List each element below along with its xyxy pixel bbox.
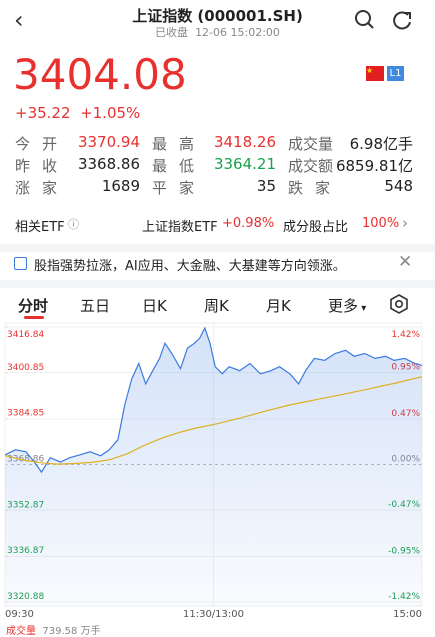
intraday-chart: 1.42%0.95%0.47%0.00%-0.47%-0.95%-1.42%34… xyxy=(4,322,423,620)
change: +35.22 +1.05% xyxy=(15,104,140,122)
price-line xyxy=(4,326,423,474)
search-icon xyxy=(367,22,374,29)
stat-value: 3364.21 xyxy=(213,155,276,173)
change-percent: +1.05% xyxy=(80,104,141,122)
footer: 成交量 739.58 万手 xyxy=(6,622,101,637)
stat-label: 最高 xyxy=(152,135,207,153)
y-tick-label: 3384.85 xyxy=(7,409,44,419)
y-tick-label: 3416.84 xyxy=(7,330,44,340)
tab[interactable]: 分时 xyxy=(18,297,49,315)
weight: 100% xyxy=(362,216,400,231)
footer-label: 成交量 xyxy=(6,626,36,637)
subtitle: 已收盘 12-06 15:02:00 xyxy=(0,24,435,40)
info-icon: ⓘ xyxy=(68,218,79,231)
refresh-icon xyxy=(404,12,411,19)
stat-value: 6.98亿手 xyxy=(349,135,413,153)
y2-tick-label: 1.42% xyxy=(391,330,420,340)
etf-label: 相关ETF xyxy=(15,220,65,235)
chevron: › xyxy=(402,214,408,232)
tab-underline xyxy=(24,316,44,319)
flag: ★ xyxy=(366,66,384,81)
back-button[interactable]: ‹ xyxy=(14,6,24,34)
footer-value: 739.58 xyxy=(42,626,78,637)
news[interactable]: 股指强势拉涨，AI应用、大金融、大基建等方向领涨。 xyxy=(34,259,346,274)
stat-label: 成交量 xyxy=(288,135,334,153)
y-tick-label: 3400.85 xyxy=(7,363,44,373)
x-tick-label: 09:30 xyxy=(5,609,34,620)
title: 上证指数 (000001.SH) xyxy=(132,7,303,25)
price: 3404.08 xyxy=(13,50,187,99)
tab[interactable]: 五日 xyxy=(80,297,111,315)
stat-label: 涨家 xyxy=(15,179,70,197)
divider xyxy=(0,280,435,288)
refresh-icon[interactable] xyxy=(393,11,411,30)
tab[interactable]: 更多 ▾ xyxy=(328,297,367,315)
weight-label: 成分股占比 xyxy=(283,220,349,235)
stat-label: 成交额 xyxy=(288,157,334,175)
stat-label: 跌家 xyxy=(288,179,343,197)
x-tick-label: 11:30/13:00 xyxy=(183,609,244,620)
divider xyxy=(0,244,435,252)
close-button[interactable]: ✕ xyxy=(398,252,413,272)
header-icons[interactable] xyxy=(354,9,414,31)
settings-icon[interactable] xyxy=(389,294,409,314)
badge: L1 xyxy=(387,66,404,81)
change-value: +35.22 xyxy=(15,104,71,122)
stat-value: 3368.86 xyxy=(77,155,140,173)
stat-label: 今开 xyxy=(15,135,70,153)
dropdown-caret: ▾ xyxy=(358,303,367,314)
time: 12-06 15:02:00 xyxy=(195,26,280,39)
search-icon[interactable] xyxy=(355,10,371,26)
news-icon xyxy=(14,257,27,270)
price-area xyxy=(5,328,422,606)
stat-value: 6859.81亿 xyxy=(335,157,413,175)
status: 已收盘 xyxy=(155,26,189,39)
stat-value: 3370.94 xyxy=(77,133,140,151)
tab[interactable]: 月K xyxy=(266,297,291,315)
tab[interactable]: 周K xyxy=(204,297,229,315)
stat-label: 昨收 xyxy=(15,157,70,175)
stat-value: 1689 xyxy=(101,177,140,195)
etf-name: 上证指数ETF xyxy=(142,220,218,235)
x-tick-label: 15:00 xyxy=(393,609,422,620)
stat-value: 548 xyxy=(384,177,413,195)
stat-label: 平家 xyxy=(152,179,207,197)
etf-change: +0.98% xyxy=(222,216,275,231)
stat-value: 35 xyxy=(256,177,276,195)
tab[interactable]: 日K xyxy=(142,297,167,315)
footer-unit: 万手 xyxy=(80,626,101,637)
stat-label: 最低 xyxy=(152,157,207,175)
average-line xyxy=(4,376,423,465)
stat-value: 3418.26 xyxy=(213,133,276,151)
